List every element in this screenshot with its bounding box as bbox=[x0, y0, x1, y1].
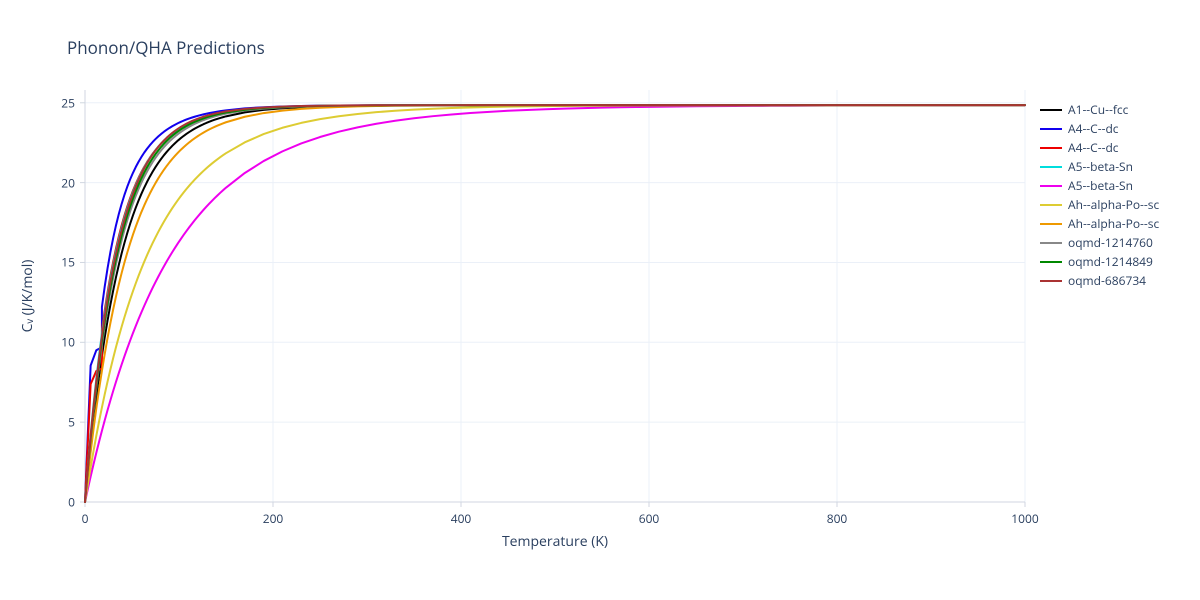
legend-label: A4--C--dc bbox=[1068, 120, 1119, 137]
y-tick-label: 5 bbox=[68, 414, 75, 431]
legend-item[interactable]: A5--beta-Sn bbox=[1040, 157, 1159, 176]
legend-item[interactable]: oqmd-686734 bbox=[1040, 271, 1159, 290]
legend-label: Ah--alpha-Po--sc bbox=[1068, 196, 1159, 213]
plot-area bbox=[85, 90, 1025, 502]
x-tick-label: 800 bbox=[827, 510, 848, 527]
legend-item[interactable]: A4--C--dc bbox=[1040, 119, 1159, 138]
y-tick-label: 10 bbox=[61, 334, 75, 351]
y-tick-label: 15 bbox=[61, 254, 75, 271]
legend[interactable]: A1--Cu--fcc A4--C--dc A4--C--dc A5--beta-Sn… bbox=[1040, 100, 1159, 290]
y-tick-label: 25 bbox=[61, 94, 75, 111]
legend-swatch bbox=[1040, 280, 1062, 282]
legend-label: Ah--alpha-Po--sc bbox=[1068, 215, 1159, 232]
legend-item[interactable]: Ah--alpha-Po--sc bbox=[1040, 214, 1159, 233]
legend-swatch bbox=[1040, 147, 1062, 149]
x-tick-label: 600 bbox=[639, 510, 660, 527]
legend-item[interactable]: Ah--alpha-Po--sc bbox=[1040, 195, 1159, 214]
legend-item[interactable]: A1--Cu--fcc bbox=[1040, 100, 1159, 119]
y-tick-label: 20 bbox=[61, 174, 75, 191]
legend-label: oqmd-686734 bbox=[1068, 272, 1146, 289]
legend-label: oqmd-1214760 bbox=[1068, 234, 1153, 251]
x-axis-label: Temperature (K) bbox=[502, 532, 608, 551]
x-tick-label: 0 bbox=[82, 510, 89, 527]
legend-label: oqmd-1214849 bbox=[1068, 253, 1153, 270]
x-tick-label: 1000 bbox=[1011, 510, 1038, 527]
legend-swatch bbox=[1040, 109, 1062, 111]
legend-swatch bbox=[1040, 128, 1062, 130]
legend-item[interactable]: oqmd-1214849 bbox=[1040, 252, 1159, 271]
legend-swatch bbox=[1040, 185, 1062, 187]
legend-swatch bbox=[1040, 204, 1062, 206]
legend-item[interactable]: oqmd-1214760 bbox=[1040, 233, 1159, 252]
x-tick-label: 200 bbox=[263, 510, 284, 527]
y-tick-label: 0 bbox=[68, 494, 75, 511]
legend-label: A1--Cu--fcc bbox=[1068, 101, 1128, 118]
legend-swatch bbox=[1040, 242, 1062, 244]
legend-swatch bbox=[1040, 223, 1062, 225]
legend-item[interactable]: A5--beta-Sn bbox=[1040, 176, 1159, 195]
legend-swatch bbox=[1040, 261, 1062, 263]
y-axis-label: Cᵥ (J/K/mol) bbox=[18, 260, 37, 333]
legend-label: A5--beta-Sn bbox=[1068, 158, 1133, 175]
x-tick-label: 400 bbox=[451, 510, 472, 527]
plot-svg bbox=[85, 90, 1025, 502]
legend-label: A5--beta-Sn bbox=[1068, 177, 1133, 194]
legend-swatch bbox=[1040, 166, 1062, 168]
chart-container: Phonon/QHA Predictions 02004006008001000… bbox=[0, 0, 1200, 600]
legend-item[interactable]: A4--C--dc bbox=[1040, 138, 1159, 157]
chart-title: Phonon/QHA Predictions bbox=[67, 36, 265, 59]
legend-label: A4--C--dc bbox=[1068, 139, 1119, 156]
